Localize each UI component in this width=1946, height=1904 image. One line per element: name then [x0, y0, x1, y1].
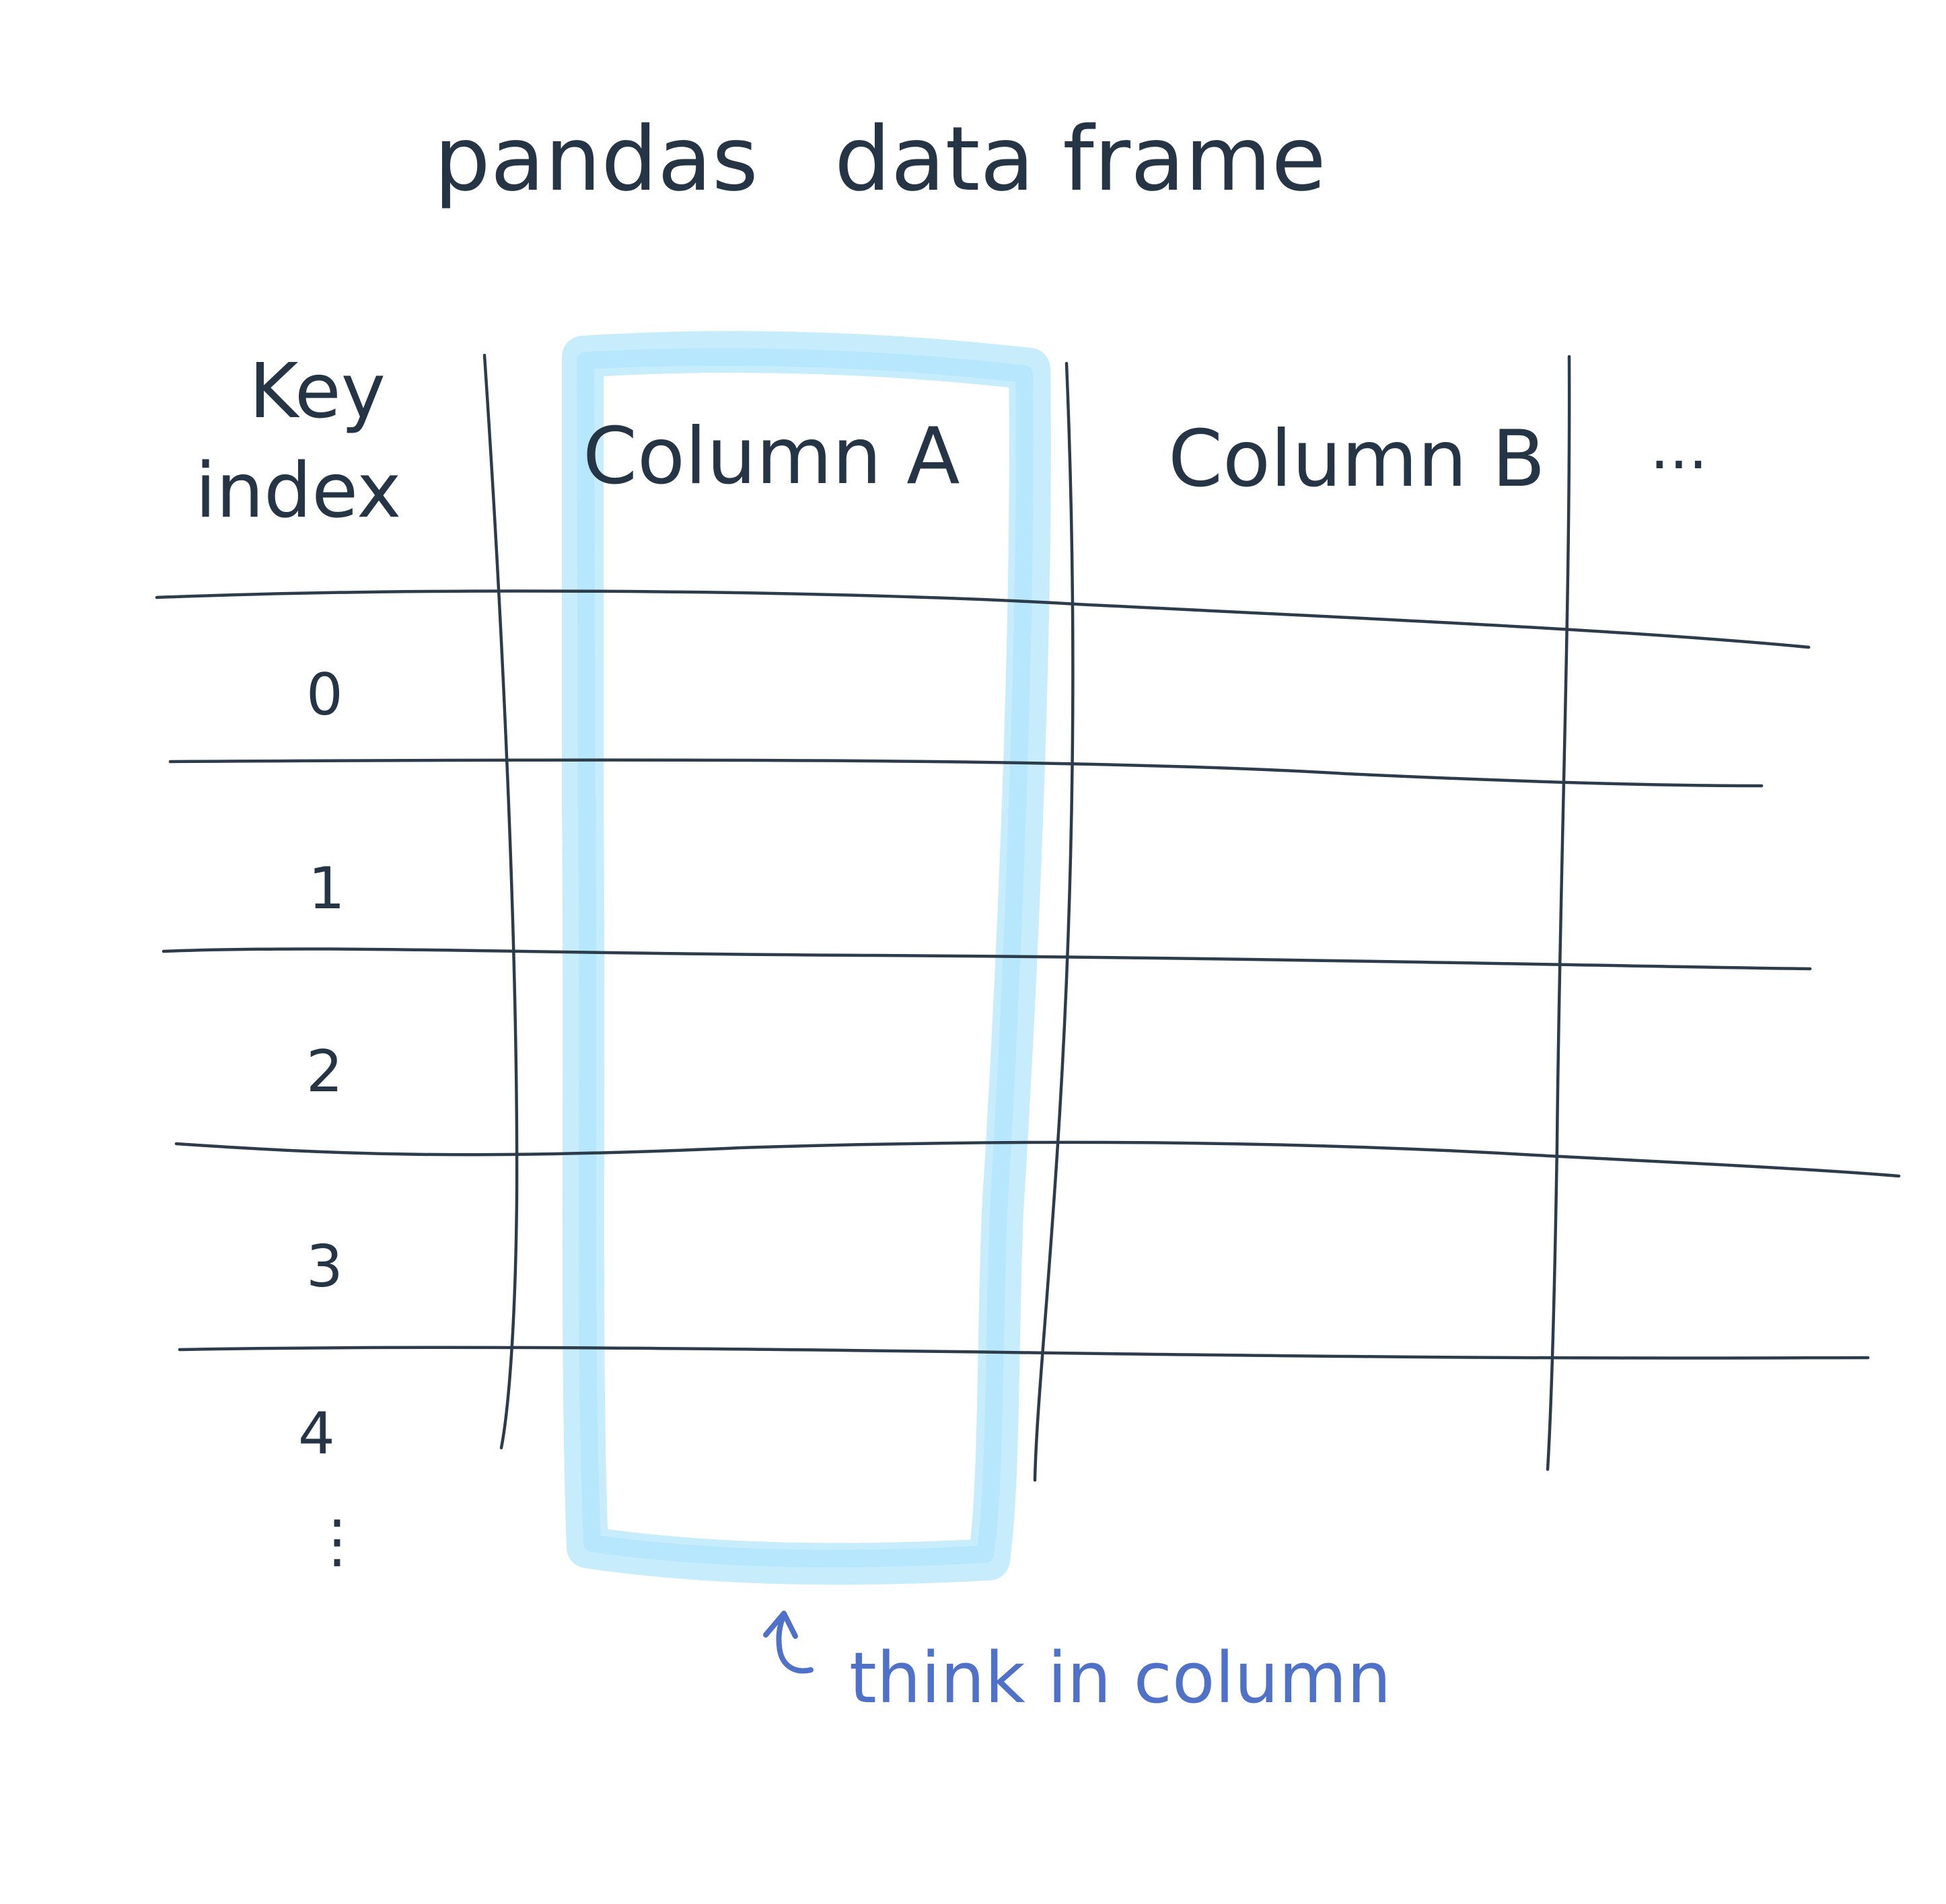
table-header: Key index Column A Column B ...	[195, 348, 1708, 535]
row-index-4: 4	[298, 1400, 335, 1467]
annotation: think in column	[763, 1611, 1392, 1719]
row-index-3: 3	[306, 1233, 343, 1301]
column-line-2	[1033, 361, 1075, 1482]
column-a-header: Column A	[583, 411, 960, 502]
column-b-header: Column B	[1168, 414, 1546, 505]
row-line-header	[155, 589, 1811, 649]
column-line-3	[1546, 355, 1571, 1471]
index-header-line2: index	[195, 447, 401, 535]
row-line-3	[178, 1346, 1870, 1360]
curved-arrow-up-icon	[763, 1611, 814, 1674]
title-word-data-frame: data frame	[834, 108, 1326, 211]
column-lines	[482, 353, 1571, 1482]
row-index-1: 1	[308, 855, 345, 922]
title-word-pandas: pandas	[434, 108, 758, 211]
row-lines	[155, 589, 1901, 1360]
column-a-highlight	[561, 331, 1051, 1585]
row-line-2	[174, 1140, 1901, 1178]
row-continuation: ⋮	[308, 1508, 366, 1575]
row-index-2: 2	[306, 1038, 343, 1105]
more-columns-ellipsis: ...	[1650, 412, 1708, 483]
column-line-1	[482, 353, 519, 1450]
title: pandas data frame	[434, 108, 1326, 211]
row-index-values: 0 1 2 3 4 ⋮	[298, 661, 366, 1575]
row-line-1	[161, 947, 1812, 971]
row-index-0: 0	[306, 661, 343, 729]
annotation-text: think in column	[849, 1637, 1392, 1719]
index-header-line1: Key	[249, 348, 386, 435]
row-line-0	[168, 758, 1764, 788]
